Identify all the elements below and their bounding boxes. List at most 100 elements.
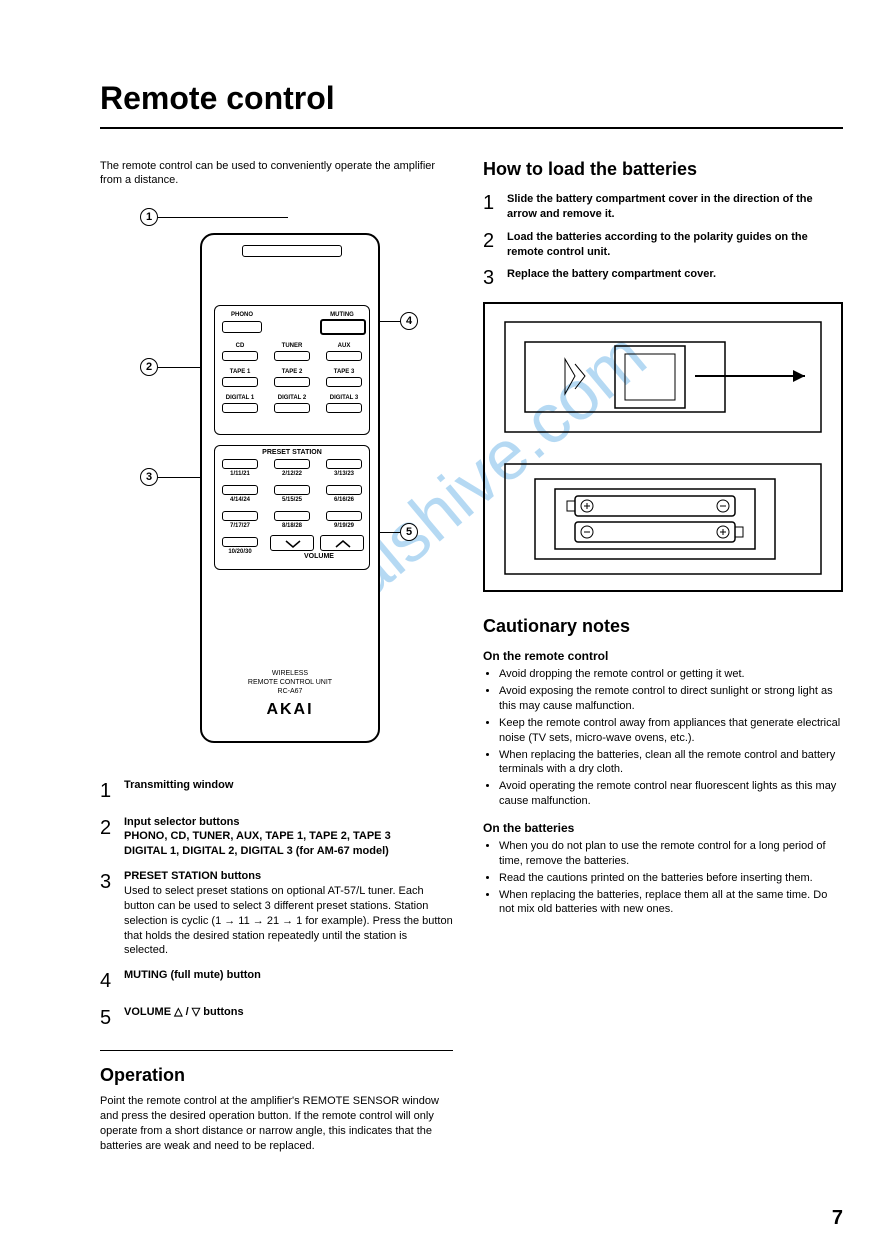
tape2-button bbox=[274, 377, 310, 387]
cautionary-remote-list: Avoid dropping the remote control or get… bbox=[483, 667, 843, 809]
list-item: Avoid exposing the remote control to dir… bbox=[499, 684, 843, 714]
remote-body: PHONO MUTING CD TUNER AUX TAPE 1 TAPE 2 … bbox=[200, 233, 380, 743]
list-item: Avoid operating the remote control near … bbox=[499, 779, 843, 809]
preset-label: 10/20/30 bbox=[220, 549, 260, 555]
list-item: When replacing the batteries, clean all … bbox=[499, 748, 843, 778]
aux-label: AUX bbox=[326, 343, 362, 349]
operation-heading: Operation bbox=[100, 1065, 453, 1086]
preset-btn bbox=[326, 511, 362, 521]
battery-step-1: 1 Slide the battery compartment cover in… bbox=[483, 192, 843, 222]
battery-diagram-svg bbox=[485, 304, 841, 590]
brand-line3: RC-A67 bbox=[222, 687, 358, 696]
legend-4-bold: MUTING (full mute) button bbox=[124, 969, 261, 981]
preset-btn bbox=[326, 459, 362, 469]
legend-item-3: 3 PRESET STATION buttons Used to select … bbox=[100, 869, 453, 958]
cautionary-remote-sub: On the remote control bbox=[483, 649, 843, 663]
step-2-text: Load the batteries according to the pola… bbox=[507, 230, 843, 260]
legend: 1 Transmitting window 2 Input selector b… bbox=[100, 778, 453, 1033]
preset-btn bbox=[274, 511, 310, 521]
callout-1: 1 bbox=[140, 208, 158, 226]
legend-num: 3 bbox=[100, 869, 124, 958]
brand-name: AKAI bbox=[222, 700, 358, 721]
muting-button bbox=[320, 319, 366, 335]
operation-rule bbox=[100, 1050, 453, 1051]
phono-button bbox=[222, 321, 262, 333]
preset-label: 8/18/28 bbox=[274, 523, 310, 529]
preset-label: 1/11/21 bbox=[222, 471, 258, 477]
page-number: 7 bbox=[832, 1207, 843, 1230]
list-item: When you do not plan to use the remote c… bbox=[499, 839, 843, 869]
preset-btn bbox=[222, 485, 258, 495]
cautionary-batt-list: When you do not plan to use the remote c… bbox=[483, 839, 843, 917]
tape1-button bbox=[222, 377, 258, 387]
callout-1-line bbox=[158, 217, 288, 218]
legend-num: 2 bbox=[100, 815, 124, 860]
brand-line2: REMOTE CONTROL UNIT bbox=[222, 678, 358, 687]
dig1-button bbox=[222, 403, 258, 413]
preset-btn bbox=[274, 485, 310, 495]
list-item: Avoid dropping the remote control or get… bbox=[499, 667, 843, 682]
preset-heading-label: PRESET STATION bbox=[252, 449, 332, 456]
legend-1-bold: Transmitting window bbox=[124, 779, 233, 791]
tape2-label: TAPE 2 bbox=[274, 369, 310, 375]
battery-diagram bbox=[483, 302, 843, 592]
dig2-label: DIGITAL 2 bbox=[272, 395, 312, 401]
dig3-label: DIGITAL 3 bbox=[324, 395, 364, 401]
step-num: 3 bbox=[483, 267, 507, 290]
preset-btn bbox=[222, 537, 258, 547]
callout-2: 2 bbox=[140, 358, 158, 376]
aux-button bbox=[326, 351, 362, 361]
battery-step-3: 3 Replace the battery compartment cover. bbox=[483, 267, 843, 290]
phono-label: PHONO bbox=[222, 312, 262, 318]
ir-window bbox=[242, 245, 342, 257]
preset-label: 4/14/24 bbox=[222, 497, 258, 503]
preset-label: 7/17/27 bbox=[222, 523, 258, 529]
callout-3: 3 bbox=[140, 468, 158, 486]
cd-button bbox=[222, 351, 258, 361]
remote-diagram: 1 2 3 4 5 PHONO MUTING CD bbox=[100, 208, 440, 748]
preset-label: 5/15/25 bbox=[274, 497, 310, 503]
battery-step-2: 2 Load the batteries according to the po… bbox=[483, 230, 843, 260]
legend-5-bold: VOLUME △ / ▽ buttons bbox=[124, 1006, 244, 1018]
legend-item-4: 4 MUTING (full mute) button bbox=[100, 968, 453, 995]
page-title: Remote control bbox=[100, 80, 843, 117]
legend-2-line3: DIGITAL 1, DIGITAL 2, DIGITAL 3 (for AM-… bbox=[124, 845, 389, 857]
preset-btn bbox=[274, 459, 310, 469]
tape1-label: TAPE 1 bbox=[222, 369, 258, 375]
legend-3-body: Used to select preset stations on option… bbox=[124, 885, 453, 956]
legend-num: 4 bbox=[100, 968, 124, 995]
dig2-button bbox=[274, 403, 310, 413]
muting-label: MUTING bbox=[322, 312, 362, 318]
list-item: Read the cautions printed on the batteri… bbox=[499, 871, 843, 886]
tape3-label: TAPE 3 bbox=[326, 369, 362, 375]
dig1-label: DIGITAL 1 bbox=[220, 395, 260, 401]
operation-body: Point the remote control at the amplifie… bbox=[100, 1094, 453, 1153]
tape3-button bbox=[326, 377, 362, 387]
legend-item-5: 5 VOLUME △ / ▽ buttons bbox=[100, 1005, 453, 1032]
step-num: 1 bbox=[483, 192, 507, 222]
preset-label: 6/16/26 bbox=[326, 497, 362, 503]
preset-label: 3/13/23 bbox=[326, 471, 362, 477]
preset-btn bbox=[222, 511, 258, 521]
preset-label: 2/12/22 bbox=[274, 471, 310, 477]
preset-btn bbox=[222, 459, 258, 469]
dig3-button bbox=[326, 403, 362, 413]
preset-label: 9/19/29 bbox=[326, 523, 362, 529]
step-1-text: Slide the battery compartment cover in t… bbox=[507, 192, 843, 222]
title-rule bbox=[100, 127, 843, 129]
brand-box: WIRELESS REMOTE CONTROL UNIT RC-A67 AKAI bbox=[222, 669, 358, 721]
intro-text: The remote control can be used to conven… bbox=[100, 159, 453, 188]
step-3-text: Replace the battery compartment cover. bbox=[507, 267, 843, 290]
legend-num: 1 bbox=[100, 778, 124, 805]
cd-label: CD bbox=[222, 343, 258, 349]
callout-5: 5 bbox=[400, 523, 418, 541]
list-item: Keep the remote control away from applia… bbox=[499, 716, 843, 746]
callout-4: 4 bbox=[400, 312, 418, 330]
brand-line1: WIRELESS bbox=[222, 669, 358, 678]
legend-2-line2: PHONO, CD, TUNER, AUX, TAPE 1, TAPE 2, T… bbox=[124, 830, 391, 842]
volume-label: VOLUME bbox=[284, 553, 354, 560]
tuner-label: TUNER bbox=[274, 343, 310, 349]
volume-down-button bbox=[270, 535, 314, 551]
step-num: 2 bbox=[483, 230, 507, 260]
batteries-heading: How to load the batteries bbox=[483, 159, 843, 180]
